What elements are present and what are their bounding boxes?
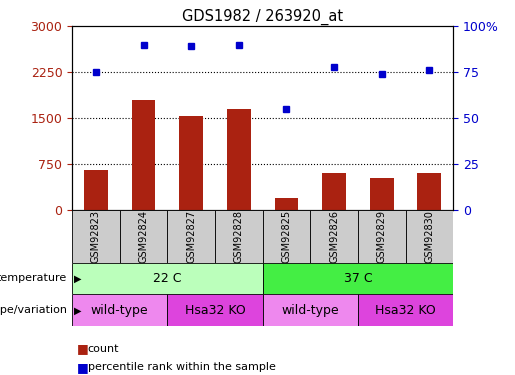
Text: temperature: temperature bbox=[0, 273, 67, 284]
Bar bbox=[227, 109, 251, 210]
Text: wild-type: wild-type bbox=[282, 304, 339, 317]
Text: ■: ■ bbox=[77, 342, 89, 355]
Text: GSM92828: GSM92828 bbox=[234, 210, 244, 263]
Text: 22 C: 22 C bbox=[153, 272, 182, 285]
Bar bbox=[132, 100, 156, 210]
Text: GSM92825: GSM92825 bbox=[282, 210, 291, 263]
Bar bbox=[72, 210, 119, 262]
Bar bbox=[263, 210, 310, 262]
Text: ▶: ▶ bbox=[74, 305, 81, 315]
Bar bbox=[358, 294, 453, 326]
Text: GSM92823: GSM92823 bbox=[91, 210, 101, 263]
Bar bbox=[167, 294, 263, 326]
Bar bbox=[310, 210, 358, 262]
Text: Hsa32 KO: Hsa32 KO bbox=[375, 304, 436, 317]
Text: ■: ■ bbox=[77, 361, 89, 374]
Bar bbox=[263, 262, 453, 294]
Bar bbox=[167, 210, 215, 262]
Bar bbox=[370, 178, 393, 210]
Title: GDS1982 / 263920_at: GDS1982 / 263920_at bbox=[182, 9, 343, 25]
Text: GSM92826: GSM92826 bbox=[329, 210, 339, 263]
Bar bbox=[84, 170, 108, 210]
Bar bbox=[215, 210, 263, 262]
Text: 37 C: 37 C bbox=[344, 272, 372, 285]
Text: GSM92824: GSM92824 bbox=[139, 210, 148, 263]
Bar bbox=[179, 116, 203, 210]
Bar bbox=[263, 294, 358, 326]
Text: genotype/variation: genotype/variation bbox=[0, 305, 67, 315]
Text: wild-type: wild-type bbox=[91, 304, 148, 317]
Text: ▶: ▶ bbox=[74, 273, 81, 284]
Bar bbox=[322, 173, 346, 210]
Text: GSM92827: GSM92827 bbox=[186, 210, 196, 263]
Text: Hsa32 KO: Hsa32 KO bbox=[185, 304, 245, 317]
Text: GSM92830: GSM92830 bbox=[424, 210, 434, 262]
Bar bbox=[358, 210, 406, 262]
Bar bbox=[119, 210, 167, 262]
Bar bbox=[274, 198, 298, 210]
Text: count: count bbox=[88, 344, 119, 354]
Text: GSM92829: GSM92829 bbox=[377, 210, 387, 263]
Bar bbox=[72, 262, 263, 294]
Bar bbox=[406, 210, 453, 262]
Bar bbox=[418, 173, 441, 210]
Text: percentile rank within the sample: percentile rank within the sample bbox=[88, 363, 276, 372]
Bar bbox=[72, 294, 167, 326]
